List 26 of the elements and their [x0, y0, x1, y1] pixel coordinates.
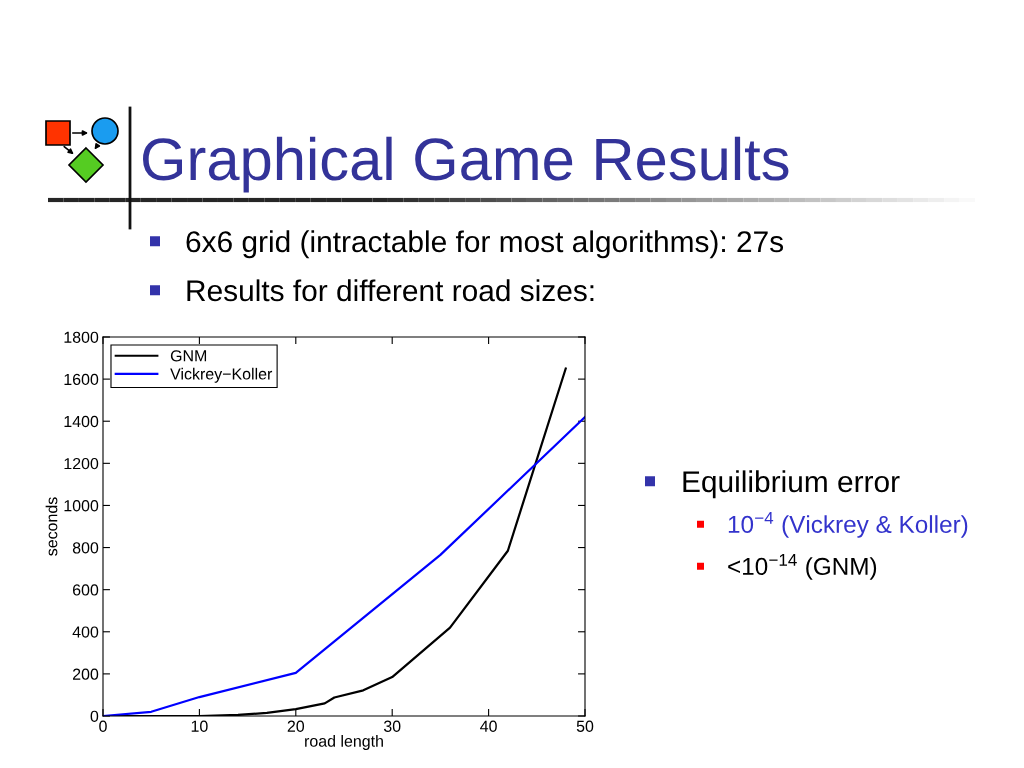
x-tick-label: 20 — [287, 720, 305, 732]
x-tick-label: 50 — [576, 720, 594, 732]
y-tick-label: 1800 — [64, 331, 99, 343]
y-tick-label: 400 — [72, 626, 99, 638]
y-axis-title: seconds — [45, 497, 58, 556]
text: <10$^{−14}$ (GNM) — [728, 554, 877, 580]
y-tick-label: 1600 — [64, 373, 99, 386]
y-tick-label: 1200 — [64, 457, 99, 470]
x-tick-label: 10 — [191, 720, 208, 732]
text: 6x6 grid (intractable for most algorithms): 27s — [186, 230, 784, 259]
y-tick-label: 800 — [72, 542, 99, 554]
x-tick-label: 40 — [480, 720, 497, 732]
text: Equilibrium error — [683, 470, 900, 499]
y-tick-label: 0 — [90, 710, 99, 722]
y-tick-label: 1400 — [64, 415, 99, 428]
x-tick-label: 30 — [383, 720, 401, 732]
x-tick-label: 0 — [99, 720, 107, 732]
y-tick-label: 1000 — [64, 500, 99, 512]
y-tick-label: 200 — [72, 668, 99, 680]
x-axis-title: road length — [305, 735, 383, 750]
chart-title: Graphical Game Results — [143, 136, 789, 193]
y-tick-label: 600 — [73, 584, 99, 596]
text: Results for different road sizes: — [187, 279, 594, 302]
text: 10$^{−4}$ (Vickrey & Koller) — [728, 512, 968, 538]
legend-label: Vickrey−Koller — [170, 367, 273, 383]
legend-label: GNM — [170, 350, 207, 362]
